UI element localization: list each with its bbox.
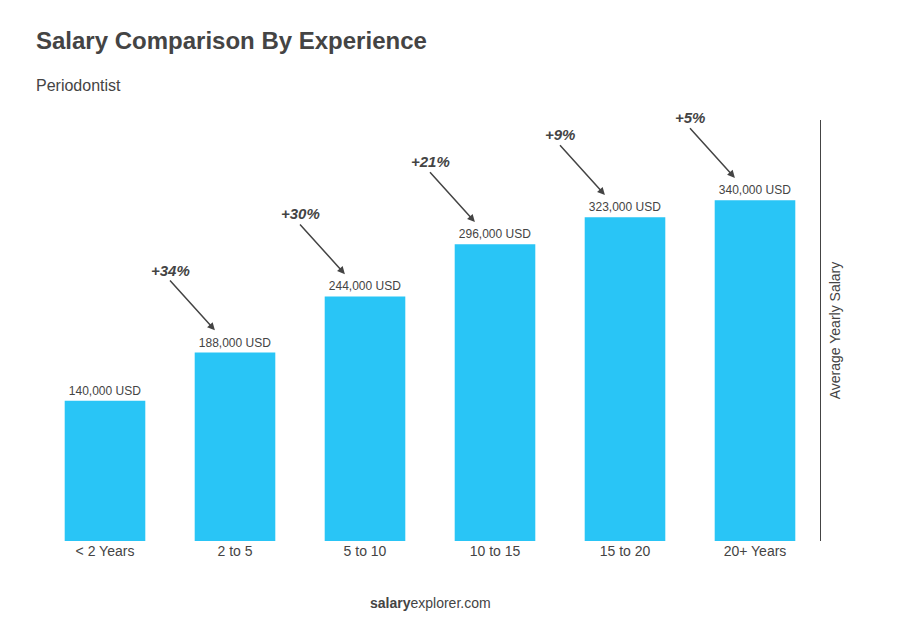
svg-text:10 to 15: 10 to 15: [470, 543, 521, 559]
svg-text:140,000 USD: 140,000 USD: [69, 384, 141, 398]
svg-text:5 to 10: 5 to 10: [344, 543, 387, 559]
svg-text:+9%: +9%: [545, 126, 575, 143]
svg-text:+30%: +30%: [281, 205, 320, 222]
svg-text:Salary Comparison By Experienc: Salary Comparison By Experience: [36, 27, 427, 54]
svg-text:340,000 USD: 340,000 USD: [719, 183, 791, 197]
svg-text:15 to 20: 15 to 20: [600, 543, 651, 559]
svg-text:+5%: +5%: [675, 109, 705, 126]
svg-text:323,000 USD: 323,000 USD: [589, 200, 661, 214]
svg-text:188,000 USD: 188,000 USD: [199, 336, 271, 350]
svg-text:2 to 5: 2 to 5: [217, 543, 252, 559]
svg-text:salaryexplorer.com: salaryexplorer.com: [370, 595, 491, 611]
svg-text:Average Yearly Salary: Average Yearly Salary: [827, 262, 843, 400]
svg-text:< 2 Years: < 2 Years: [76, 543, 135, 559]
svg-text:+34%: +34%: [151, 262, 190, 279]
svg-text:296,000 USD: 296,000 USD: [459, 227, 531, 241]
svg-text:Periodontist: Periodontist: [36, 77, 121, 94]
svg-text:244,000 USD: 244,000 USD: [329, 279, 401, 293]
svg-text:+21%: +21%: [411, 153, 450, 170]
svg-text:20+ Years: 20+ Years: [724, 543, 787, 559]
